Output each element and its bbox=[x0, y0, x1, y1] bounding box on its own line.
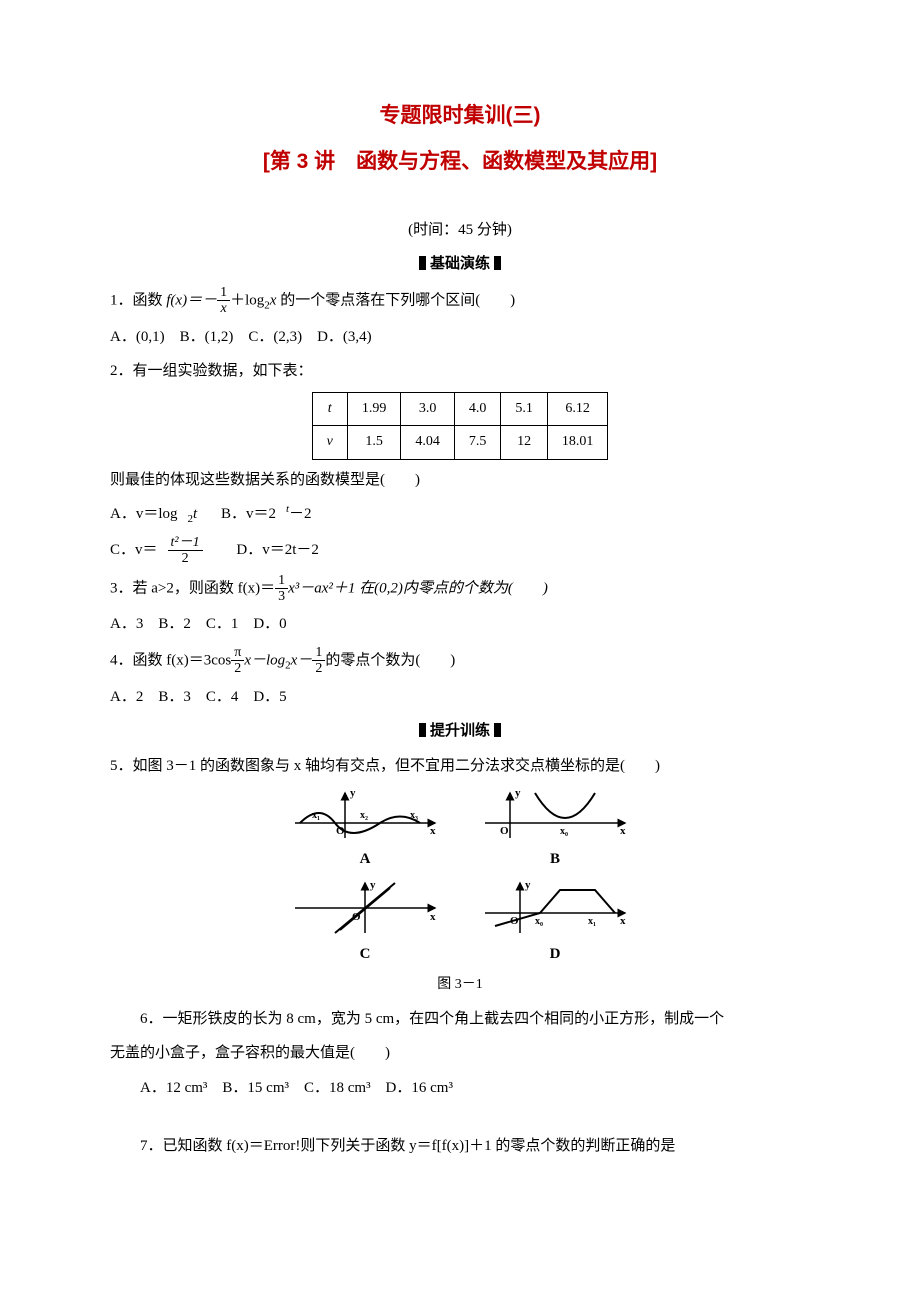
q5-figures: y x x₁ O x₂ x₃ A y x O x₀ B bbox=[110, 788, 810, 999]
svg-text:O: O bbox=[510, 915, 519, 927]
svg-text:x₁: x₁ bbox=[312, 810, 320, 821]
fig-b: y x O x₀ B bbox=[480, 788, 630, 874]
svg-text:y: y bbox=[350, 788, 356, 799]
svg-text:y: y bbox=[525, 879, 531, 891]
svg-text:x: x bbox=[620, 915, 626, 927]
fig-d: y x O x₀ x₁ D bbox=[480, 878, 630, 969]
q2-after: 则最佳的体现这些数据关系的函数模型是( ) bbox=[110, 466, 810, 495]
svg-text:x₂: x₂ bbox=[360, 810, 368, 821]
svg-text:x: x bbox=[430, 911, 436, 923]
svg-text:x₀: x₀ bbox=[535, 916, 543, 927]
q2-options-2: C．v＝t²－12 D．v＝2t－2 bbox=[110, 535, 810, 567]
q3-options: A．3 B．2 C．1 D．0 bbox=[110, 610, 810, 639]
section-advance: 提升训练 bbox=[110, 717, 810, 746]
q2-options-1: A．v＝log2t B．v＝2t－2 bbox=[110, 500, 810, 529]
question-2: 2．有一组实验数据，如下表： bbox=[110, 357, 810, 386]
q1-options: A．(0,1) B．(1,2) C．(2,3) D．(3,4) bbox=[110, 323, 810, 352]
question-4: 4．函数 f(x)＝3cosπ2x－log2x－12的零点个数为( ) bbox=[110, 645, 810, 677]
time-note: (时间：45 分钟) bbox=[110, 216, 810, 245]
section-basic: 基础演练 bbox=[110, 250, 810, 279]
svg-text:y: y bbox=[515, 788, 521, 799]
question-1: 1．函数 f(x)＝－1x＋log2x 的一个零点落在下列哪个区间( ) bbox=[110, 285, 810, 317]
q6-options: A．12 cm³ B．15 cm³ C．18 cm³ D．16 cm³ bbox=[110, 1074, 810, 1103]
question-3: 3．若 a>2，则函数 f(x)＝13x³－ax²＋1 在(0,2)内零点的个数… bbox=[110, 573, 810, 605]
doc-title-2: [第 3 讲 函数与方程、函数模型及其应用] bbox=[110, 142, 810, 182]
svg-text:x₀: x₀ bbox=[560, 826, 568, 837]
svg-text:O: O bbox=[336, 825, 345, 837]
question-6-l2: 无盖的小盒子，盒子容积的最大值是( ) bbox=[110, 1039, 810, 1068]
svg-text:x: x bbox=[620, 825, 626, 837]
fig-c: y x O C bbox=[290, 878, 440, 969]
question-5: 5．如图 3－1 的函数图象与 x 轴均有交点，但不宜用二分法求交点横坐标的是(… bbox=[110, 752, 810, 781]
q2-table: t 1.99 3.0 4.0 5.1 6.12 v 1.5 4.04 7.5 1… bbox=[312, 392, 609, 460]
svg-text:x₃: x₃ bbox=[410, 810, 418, 821]
fig-a: y x x₁ O x₂ x₃ A bbox=[290, 788, 440, 874]
svg-text:O: O bbox=[500, 825, 509, 837]
fig-title: 图 3－1 bbox=[110, 972, 810, 999]
svg-text:O: O bbox=[352, 911, 361, 923]
question-7: 7．已知函数 f(x)＝Error!则下列关于函数 y＝f[f(x)]＋1 的零… bbox=[110, 1132, 810, 1161]
svg-text:x₁: x₁ bbox=[588, 916, 596, 927]
q4-options: A．2 B．3 C．4 D．5 bbox=[110, 683, 810, 712]
svg-text:x: x bbox=[430, 825, 436, 837]
svg-text:y: y bbox=[370, 879, 376, 891]
doc-title-1: 专题限时集训(三) bbox=[110, 96, 810, 136]
question-6-l1: 6．一矩形铁皮的长为 8 cm，宽为 5 cm，在四个角上截去四个相同的小正方形… bbox=[110, 1005, 810, 1034]
